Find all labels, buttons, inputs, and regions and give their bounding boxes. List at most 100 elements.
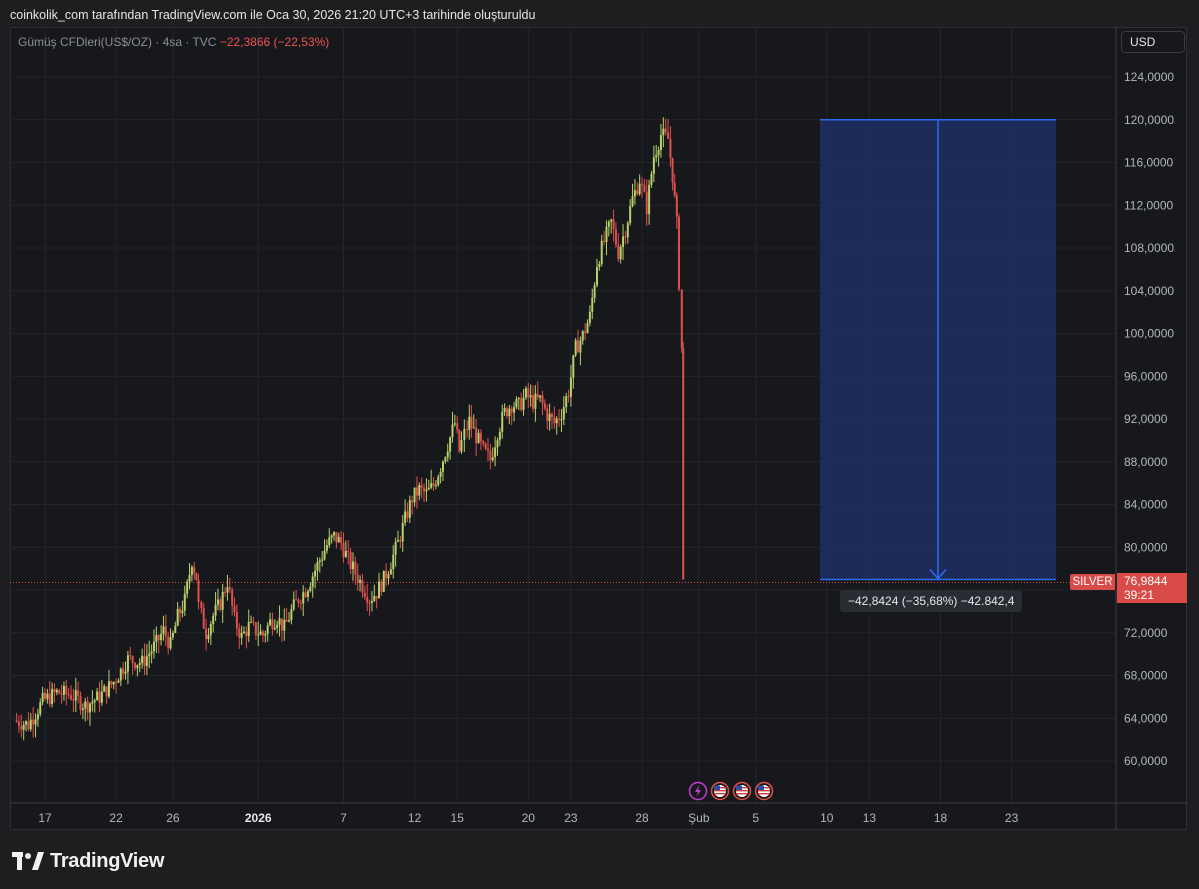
price-tick-label: 72,0000 (1124, 626, 1168, 640)
candle-body (505, 408, 508, 417)
candle-body (354, 561, 357, 575)
candle-body (430, 483, 433, 488)
candle-body (588, 311, 591, 324)
candle-body (257, 634, 260, 636)
currency-selector[interactable]: USD (1121, 31, 1185, 53)
candle-body (81, 708, 84, 711)
candle-body (610, 219, 613, 222)
candle-body (375, 596, 378, 599)
candle-body (129, 655, 132, 657)
candle-body (200, 601, 203, 609)
candle-body (641, 183, 643, 185)
candle-body (295, 599, 298, 601)
candle-body (62, 685, 65, 695)
candle-body (89, 703, 92, 713)
candle-body (460, 440, 463, 452)
candle-body (382, 570, 385, 592)
candle-body (675, 195, 678, 217)
candle-body (648, 184, 651, 215)
candle-body (318, 560, 321, 563)
candle-body (501, 412, 504, 432)
candle-body (363, 592, 366, 598)
candle-body (558, 418, 561, 420)
candle-body (197, 580, 200, 602)
last-price-tag: 76,9844 39:21 (1117, 573, 1187, 603)
candle-body (411, 500, 414, 503)
tradingview-logo[interactable]: TradingView (12, 848, 164, 874)
candle-body (437, 476, 440, 485)
price-tick-label: 84,0000 (1124, 498, 1168, 512)
candle-body (425, 489, 428, 492)
candle-body (330, 535, 333, 538)
candle-body (58, 689, 61, 694)
candle-body (309, 586, 312, 592)
candle-body (470, 416, 473, 428)
candle-body (389, 569, 392, 575)
candle-body (44, 692, 46, 699)
candle-body (541, 395, 544, 404)
candle-body (529, 395, 532, 398)
candle-body (134, 662, 137, 669)
candle-body (105, 686, 108, 697)
price-tick-label: 92,0000 (1124, 412, 1168, 426)
candle-body (453, 423, 456, 425)
candle-body (290, 609, 293, 621)
candle-body (297, 599, 300, 603)
candle-body (233, 605, 236, 613)
time-tick-label: 18 (934, 811, 948, 825)
price-tick-label: 96,0000 (1124, 369, 1168, 383)
candle-body (141, 655, 144, 664)
candle-body (235, 612, 238, 629)
candle-body (143, 655, 146, 666)
candle-body (181, 610, 184, 614)
candle-body (413, 487, 416, 503)
candle-body (231, 589, 234, 606)
candle-body (202, 608, 205, 629)
tradingview-logo-text: TradingView (50, 849, 165, 872)
candle-body (193, 567, 196, 573)
symbol-price-tag: SILVER (1070, 574, 1115, 590)
candle-body (65, 685, 68, 695)
candle-body (595, 267, 598, 286)
us-flag-icon (710, 781, 730, 801)
candle-body (337, 536, 340, 543)
time-axis-labels: 17 22 26 2026 7 12 15 20 23 28 Şub 5 10 13 18 23 (38, 811, 1018, 825)
candle-body (254, 622, 257, 635)
price-tick-label: 108,0000 (1124, 241, 1174, 255)
series-legend[interactable]: Gümüş CFDleri(US$/OZ) · 4sa · TVC −22,38… (18, 35, 329, 49)
measure-tool (10, 119, 1116, 583)
candle-body (351, 561, 354, 569)
time-tick-label: 26 (166, 811, 180, 825)
symbol-legend: Gümüş CFDleri(US$/OZ) · 4sa · TVC (18, 35, 217, 49)
candle-body (245, 631, 248, 637)
candle-body (366, 597, 369, 603)
candle-body (498, 431, 501, 441)
candle-body (584, 331, 587, 333)
candle-body (157, 635, 160, 641)
candle-body (271, 619, 274, 630)
candle-body (186, 581, 189, 594)
last-price-value: 76,9844 (1124, 574, 1168, 588)
candle-body (91, 701, 94, 704)
candle-body (522, 397, 525, 410)
price-chart[interactable]: 60,000064,000068,000072,000076,000080,00… (10, 27, 1187, 830)
candle-body (401, 522, 404, 542)
candle-body (264, 633, 267, 636)
candle-body (195, 572, 198, 581)
candle-body (680, 289, 683, 349)
candle-body (152, 641, 155, 652)
time-tick-label: 5 (752, 811, 759, 825)
candle-body (112, 682, 115, 685)
candle-body (451, 424, 454, 438)
candle-body (314, 570, 317, 577)
time-tick-label: 12 (408, 811, 422, 825)
candle-body (27, 721, 30, 730)
candle-body (261, 631, 264, 636)
candle-body (252, 621, 255, 623)
candle-body (269, 619, 272, 626)
candle-body (250, 621, 253, 623)
candle-body (209, 624, 212, 636)
time-tick-label: 28 (635, 811, 649, 825)
change-legend: −22,3866 (−22,53%) (219, 35, 330, 49)
candle-body (434, 484, 437, 486)
